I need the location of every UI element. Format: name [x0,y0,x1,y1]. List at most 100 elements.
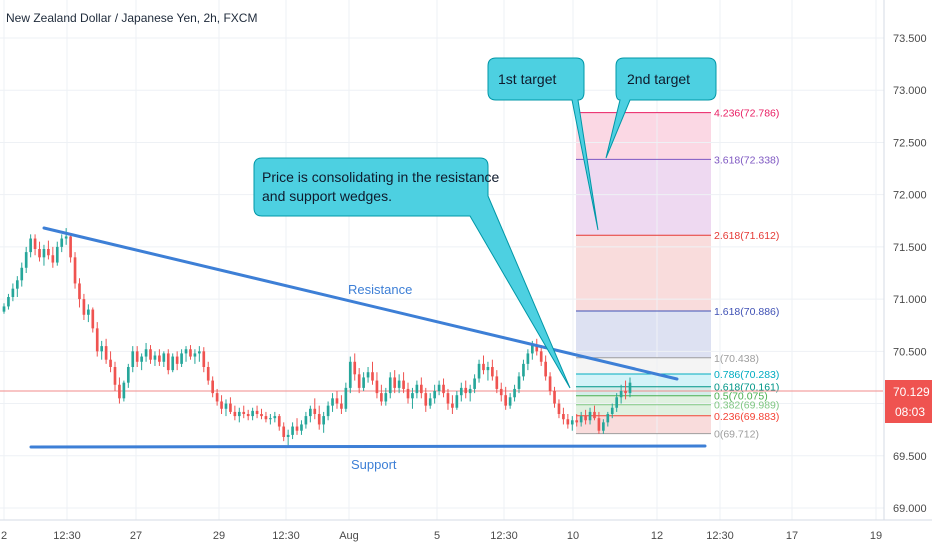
candle-body[interactable] [100,346,104,352]
candle-body[interactable] [566,419,570,425]
candle-body[interactable] [553,391,556,404]
candle-body[interactable] [584,416,587,421]
candle-body[interactable] [109,359,112,367]
candle-body[interactable] [539,351,543,362]
candle-body[interactable] [33,238,37,249]
candle-body[interactable] [602,422,605,431]
candle-body[interactable] [42,248,46,258]
candle-body[interactable] [229,403,232,412]
candle-body[interactable] [233,411,237,417]
candles-group[interactable] [2,228,632,446]
candle-body[interactable] [340,403,343,409]
candle-body[interactable] [184,349,188,354]
candle-body[interactable] [322,416,325,425]
candle-body[interactable] [78,283,81,300]
candle-body[interactable] [486,367,490,371]
candle-body[interactable] [442,384,445,394]
candle-body[interactable] [255,410,259,414]
candle-body[interactable] [588,411,592,421]
support-trendline[interactable] [29,444,707,449]
candle-body[interactable] [87,309,90,315]
trendlines-group[interactable] [29,226,707,449]
candle-body[interactable] [300,424,303,431]
candle-body[interactable] [446,393,450,404]
candle-body[interactable] [464,387,468,394]
candle-body[interactable] [158,355,161,362]
candle-body[interactable] [144,349,148,357]
candle-body[interactable] [64,236,68,239]
candle-body[interactable] [504,395,508,406]
candle-body[interactable] [384,393,388,402]
candle-body[interactable] [628,382,632,394]
candle-body[interactable] [260,414,263,417]
candle-body[interactable] [597,418,601,431]
candle-body[interactable] [468,388,472,394]
candle-body[interactable] [47,248,50,256]
candle-body[interactable] [24,252,28,268]
resistance-trendline[interactable] [42,226,679,381]
candle-body[interactable] [433,391,436,399]
candle-body[interactable] [7,297,10,307]
candle-body[interactable] [118,384,121,399]
candle-body[interactable] [215,393,219,402]
candle-body[interactable] [548,376,552,392]
candle-body[interactable] [362,377,365,388]
candle-body[interactable] [69,236,72,258]
candle-body[interactable] [291,426,294,435]
candle-body[interactable] [140,356,143,362]
candle-body[interactable] [131,351,135,367]
candle-body[interactable] [38,248,41,258]
candle-body[interactable] [162,353,166,362]
candle-body[interactable] [11,288,15,298]
axes-group[interactable]: 73.500 73.000 72.500 72.000 71.500 71.000 70.5… [1,33,927,542]
candle-body[interactable] [522,363,525,377]
callout-target-2[interactable]: 2nd target [605,57,717,159]
candle-body[interactable] [624,391,627,394]
candle-body[interactable] [477,363,481,379]
candle-body[interactable] [482,363,485,371]
candle-body[interactable] [380,393,383,402]
candle-body[interactable] [224,403,228,409]
candle-body[interactable] [353,361,357,375]
candle-body[interactable] [153,355,157,360]
candle-body[interactable] [491,367,494,377]
candle-body[interactable] [73,257,77,284]
candle-body[interactable] [91,309,95,329]
candle-body[interactable] [451,403,454,408]
candle-body[interactable] [348,361,352,388]
candle-body[interactable] [242,411,246,414]
candle-body[interactable] [411,393,414,399]
candle-body[interactable] [357,374,361,388]
candle-body[interactable] [610,407,614,414]
candle-body[interactable] [193,353,197,357]
candle-body[interactable] [29,238,32,253]
candle-body[interactable] [309,408,312,417]
candle-body[interactable] [135,351,139,362]
candle-body[interactable] [82,299,86,315]
candle-body[interactable] [393,377,397,388]
candle-body[interactable] [459,387,463,396]
candle-body[interactable] [220,401,223,409]
callout-target-1-bubble[interactable] [487,57,599,231]
candle-body[interactable] [331,398,334,406]
candle-body[interactable] [619,391,623,398]
candle-body[interactable] [286,434,290,437]
candle-body[interactable] [122,382,126,399]
candle-body[interactable] [593,411,596,419]
candle-body[interactable] [366,372,370,378]
candle-body[interactable] [415,384,419,394]
candle-body[interactable] [388,377,392,394]
candle-body[interactable] [375,380,379,394]
candle-body[interactable] [20,267,24,281]
candle-body[interactable] [104,346,108,360]
candle-body[interactable] [424,393,428,406]
candle-body[interactable] [437,384,441,392]
candle-body[interactable] [420,384,423,394]
candle-body[interactable] [499,388,503,396]
candle-body[interactable] [428,398,432,406]
candle-body[interactable] [171,356,175,371]
candle-body[interactable] [251,410,254,417]
candle-body[interactable] [313,408,317,414]
candle-body[interactable] [344,387,348,409]
candle-body[interactable] [575,420,579,423]
